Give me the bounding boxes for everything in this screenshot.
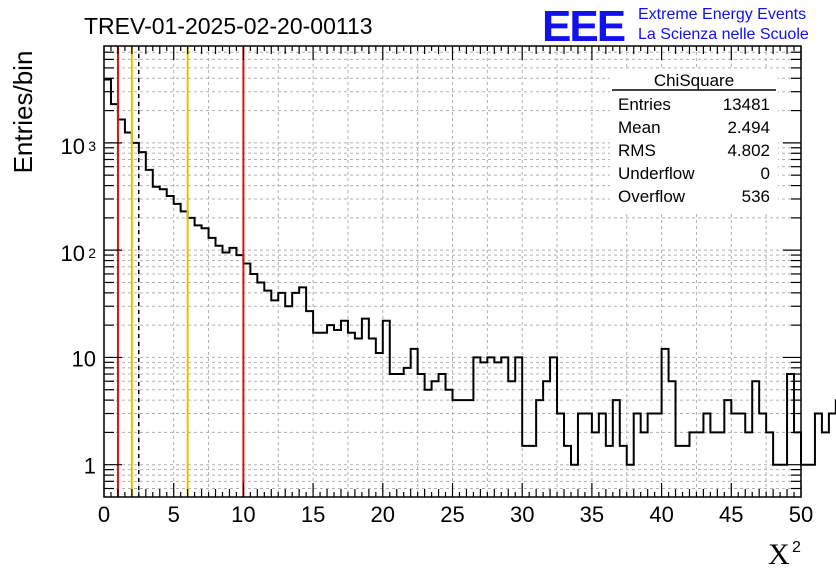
chart-title: TREV-01-2025-02-20-00113 — [84, 13, 373, 39]
x-tick-label: 45 — [719, 502, 743, 527]
logo-line1: Extreme Energy Events — [638, 6, 806, 23]
x-axis-label-exp: 2 — [792, 539, 801, 556]
x-tick-label: 20 — [371, 502, 395, 527]
y-tick-label: 10 — [61, 241, 85, 266]
x-tick-label: 15 — [301, 502, 325, 527]
stats-value: 13481 — [723, 95, 770, 114]
stats-box-background — [610, 70, 778, 212]
y-tick-label-exp: 3 — [88, 138, 96, 154]
stats-label: Overflow — [618, 187, 686, 206]
histogram-outline — [104, 78, 836, 466]
x-tick-label: 25 — [440, 502, 464, 527]
grid — [104, 46, 801, 497]
x-tick-label: 30 — [510, 502, 534, 527]
stats-value: 4.802 — [727, 141, 770, 160]
stats-value: 536 — [742, 187, 770, 206]
stats-label: Entries — [618, 95, 671, 114]
x-tick-label: 35 — [580, 502, 604, 527]
plot-frame — [103, 45, 802, 498]
y-tick-label-exp: 2 — [88, 245, 96, 261]
x-tick-label: 40 — [649, 502, 673, 527]
stats-box: ChiSquare Entries 13481 Mean 2.494 RMS 4.802 U… — [610, 70, 778, 212]
y-tick-label: 10 — [72, 346, 96, 371]
y-tick-label: 1 — [84, 454, 96, 479]
vertical-lines — [116, 46, 245, 497]
y-tick-label: 10 — [61, 134, 85, 159]
stats-title: ChiSquare — [654, 71, 734, 90]
stats-label: Underflow — [618, 164, 695, 183]
stats-value: 0 — [761, 164, 770, 183]
x-tick-label: 10 — [231, 502, 255, 527]
stats-label: Mean — [618, 118, 661, 137]
logo-letters: EEE — [542, 2, 625, 51]
stats-label: RMS — [618, 141, 656, 160]
x-tick-label: 5 — [168, 502, 180, 527]
y-axis-label: Entries/bin — [8, 51, 38, 174]
logo-line2: La Scienza nelle Scuole — [638, 26, 809, 43]
x-tick-label: 50 — [789, 502, 813, 527]
x-tick-label: 0 — [98, 502, 110, 527]
stats-rows: Entries 13481 Mean 2.494 RMS 4.802 Underflow 0 O… — [618, 95, 770, 206]
stats-value: 2.494 — [727, 118, 770, 137]
x-axis-label: X 2 — [768, 538, 801, 571]
eee-logo: EEE Extreme Energy Events La Scienza nel… — [542, 2, 809, 51]
histogram — [104, 78, 836, 466]
x-axis-label-base: X — [768, 538, 790, 571]
